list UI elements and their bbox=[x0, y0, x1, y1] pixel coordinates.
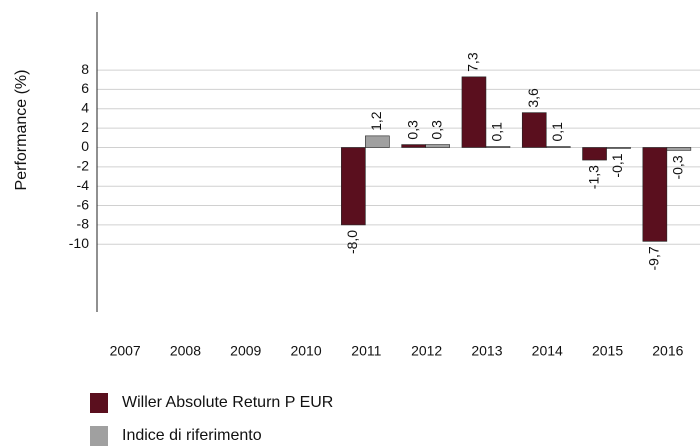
data-label: -9,7 bbox=[646, 246, 662, 270]
data-label: 0,1 bbox=[489, 122, 505, 142]
x-tick-label: 2007 bbox=[110, 343, 141, 359]
data-label: 0,3 bbox=[404, 120, 420, 140]
data-label: -1,3 bbox=[585, 165, 601, 189]
bar bbox=[545, 146, 571, 148]
bar bbox=[461, 76, 487, 148]
x-tick-label: 2012 bbox=[411, 343, 442, 359]
y-tick-label: -4 bbox=[77, 177, 90, 193]
y-tick-label: 8 bbox=[81, 61, 89, 77]
x-tick-label: 2008 bbox=[170, 343, 201, 359]
bar bbox=[666, 147, 692, 151]
x-tick-label: 2015 bbox=[592, 343, 623, 359]
legend-label: Indice di riferimento bbox=[122, 427, 262, 444]
x-tick-label: 2011 bbox=[351, 343, 381, 359]
bar bbox=[485, 146, 511, 148]
data-label: -0,1 bbox=[609, 153, 625, 177]
data-label: 1,2 bbox=[368, 111, 384, 131]
y-tick-label: 0 bbox=[81, 138, 89, 154]
y-axis-label: Performance (%) bbox=[13, 70, 30, 191]
bar bbox=[582, 147, 607, 161]
data-label: 0,3 bbox=[428, 120, 444, 140]
bar bbox=[642, 147, 668, 242]
y-tick-label: -8 bbox=[77, 216, 90, 232]
x-tick-label: 2013 bbox=[471, 343, 502, 359]
x-tick-label: 2009 bbox=[230, 343, 261, 359]
legend-swatch bbox=[90, 393, 108, 413]
data-label: -0,3 bbox=[670, 155, 686, 179]
bar bbox=[401, 144, 426, 148]
data-label: 0,1 bbox=[549, 122, 565, 142]
legend-swatch bbox=[90, 426, 108, 446]
bar bbox=[521, 112, 547, 148]
y-tick-label: 6 bbox=[81, 80, 89, 96]
bar bbox=[425, 144, 450, 148]
x-tick-label: 2014 bbox=[532, 343, 563, 359]
x-tick-label: 2010 bbox=[290, 343, 321, 359]
bar bbox=[341, 147, 366, 226]
data-label: 7,3 bbox=[465, 52, 481, 72]
bar bbox=[606, 147, 631, 149]
y-tick-label: -2 bbox=[77, 158, 90, 174]
y-tick-label: -6 bbox=[77, 196, 90, 212]
legend-label: Willer Absolute Return P EUR bbox=[122, 394, 333, 411]
y-tick-label: 2 bbox=[81, 119, 89, 135]
y-tick-label: -10 bbox=[69, 235, 89, 251]
bar bbox=[365, 135, 390, 148]
x-tick-label: 2016 bbox=[652, 343, 683, 359]
data-label: 3,6 bbox=[525, 88, 541, 108]
y-tick-label: 4 bbox=[81, 99, 89, 115]
data-label: -8,0 bbox=[344, 230, 360, 254]
